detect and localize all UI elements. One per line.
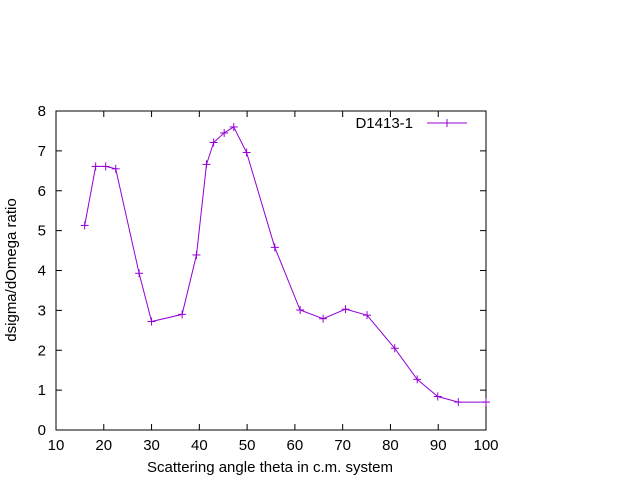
axes xyxy=(55,110,487,431)
y-tick-label: 0 xyxy=(38,422,46,439)
data-point xyxy=(178,310,187,319)
data-point xyxy=(80,221,89,230)
data-point xyxy=(220,128,229,137)
x-tick-label: 20 xyxy=(95,437,112,454)
x-tick-label: 60 xyxy=(287,437,304,454)
y-tick-label: 4 xyxy=(38,263,46,280)
y-axis-label: dsigma/dOmega ratio xyxy=(3,198,20,341)
y-tick-label: 5 xyxy=(38,223,46,240)
data-point xyxy=(147,317,156,326)
x-tick-label: 40 xyxy=(191,437,208,454)
y-tick-label: 8 xyxy=(38,103,46,120)
y-tick-label: 3 xyxy=(38,302,46,319)
y-tick-label: 6 xyxy=(38,183,46,200)
data-point xyxy=(209,138,218,147)
data-point xyxy=(101,162,110,171)
data-point xyxy=(192,250,201,259)
x-tick-label: 30 xyxy=(143,437,160,454)
data-point xyxy=(363,311,372,320)
data-point xyxy=(390,344,399,353)
data-point xyxy=(296,305,305,314)
data-point xyxy=(454,398,463,407)
data-point xyxy=(202,160,211,169)
x-axis-label: Scattering angle theta in c.m. system xyxy=(147,459,393,476)
legend: D1413-1 xyxy=(355,115,467,132)
data-point xyxy=(111,164,120,173)
legend-label: D1413-1 xyxy=(355,115,413,132)
y-tick-label: 7 xyxy=(38,143,46,160)
data-point xyxy=(482,398,490,407)
x-tick-label: 90 xyxy=(430,437,447,454)
data-point xyxy=(341,305,350,314)
data-point xyxy=(91,162,100,171)
data-point xyxy=(270,243,279,252)
x-tick-label: 80 xyxy=(382,437,399,454)
x-tick-label: 100 xyxy=(473,437,498,454)
series-layer xyxy=(80,122,490,407)
series-line xyxy=(84,126,486,403)
data-point xyxy=(413,375,422,384)
legend-marker xyxy=(443,119,451,127)
y-tick-label: 2 xyxy=(38,342,46,359)
x-tick-label: 50 xyxy=(239,437,256,454)
x-tick-label: 70 xyxy=(334,437,351,454)
tick-labels: 10 20 30 40 50 60 70 80 90 100 0 1 2 3 4 5 6 7 8 xyxy=(38,103,499,454)
y-tick-label: 1 xyxy=(38,382,46,399)
data-point xyxy=(433,392,442,401)
data-point xyxy=(229,122,238,131)
data-point xyxy=(242,148,251,157)
plot-frame xyxy=(55,110,487,431)
x-tick-label: 10 xyxy=(48,437,65,454)
data-point xyxy=(319,314,328,323)
data-point xyxy=(135,269,144,278)
tick-marks xyxy=(55,110,487,431)
